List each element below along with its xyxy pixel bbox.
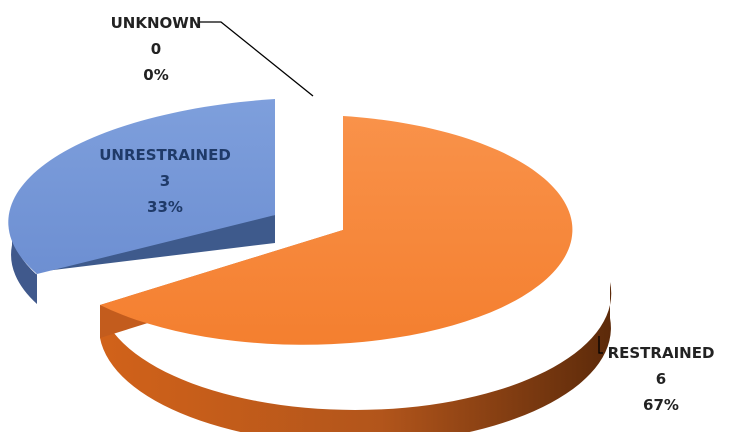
label-unrestrained-percent: 33% <box>147 198 183 216</box>
slice-unrestrained-rim-bottom <box>10 214 37 304</box>
label-restrained: RESTRAINED 6 67% <box>608 344 715 414</box>
slice-restrained <box>100 116 612 432</box>
label-unrestrained-name: UNRESTRAINED <box>99 146 231 164</box>
label-unknown-percent: 0% <box>143 66 168 84</box>
slice-unrestrained-top <box>8 99 276 274</box>
label-unrestrained-count: 3 <box>160 172 170 190</box>
label-restrained-percent: 67% <box>643 396 679 414</box>
slice-unrestrained <box>8 99 276 304</box>
restrained-leader-line <box>598 336 603 354</box>
slice-restrained-side-front <box>100 282 612 432</box>
label-restrained-name: RESTRAINED <box>608 344 715 362</box>
label-unrestrained: UNRESTRAINED 3 33% <box>99 146 231 216</box>
label-restrained-count: 6 <box>656 370 666 388</box>
unknown-leader-line <box>200 21 314 97</box>
slice-restrained-top <box>100 116 573 345</box>
label-unknown-count: 0 <box>151 40 161 58</box>
label-unknown-name: UNKNOWN <box>111 14 202 32</box>
label-unknown: UNKNOWN 0 0% <box>111 14 202 84</box>
